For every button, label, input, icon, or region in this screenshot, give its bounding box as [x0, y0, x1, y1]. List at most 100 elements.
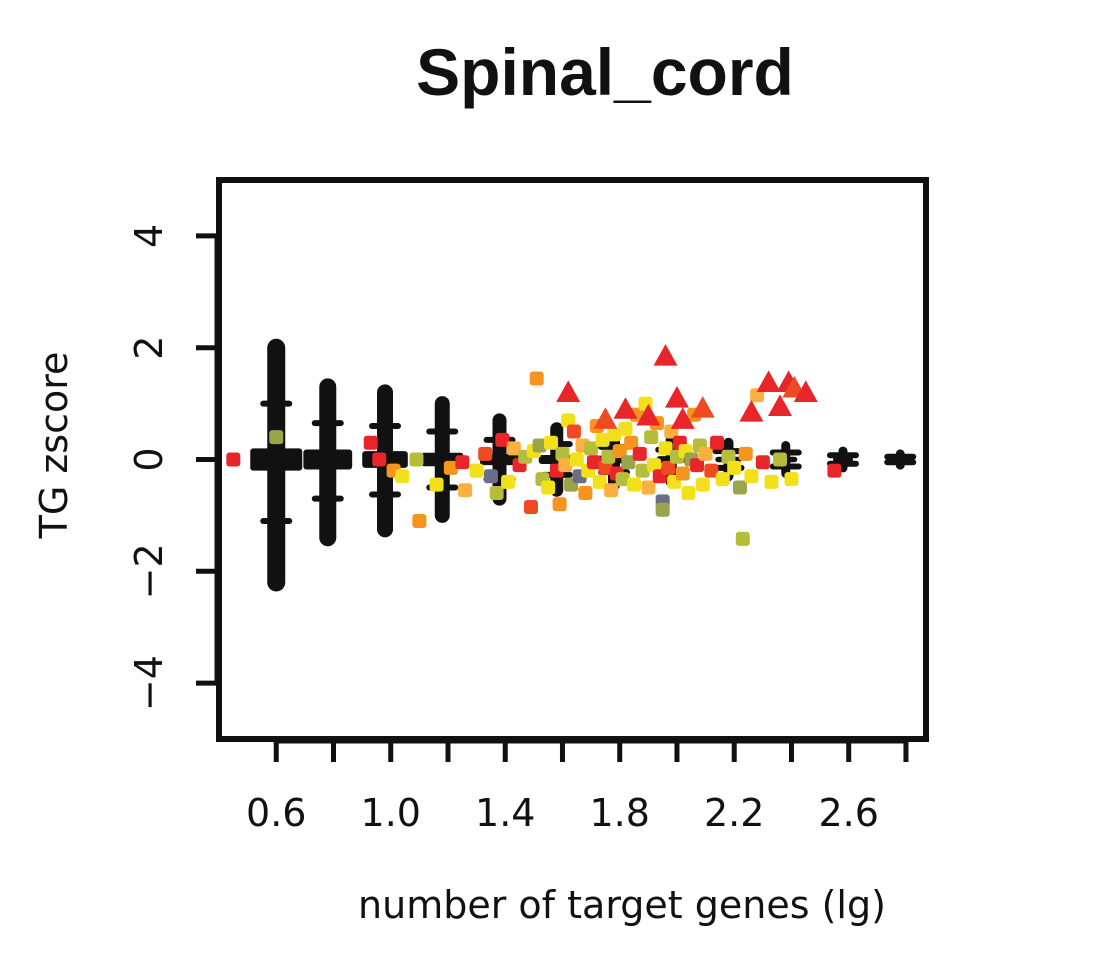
data-point-square	[658, 441, 673, 456]
data-point-square	[595, 432, 610, 447]
data-point-square	[269, 430, 284, 445]
data-point-square	[755, 455, 770, 470]
data-point-square	[681, 486, 696, 501]
data-point-square	[647, 458, 662, 473]
y-tick-label: 2	[127, 336, 171, 360]
data-point-square	[704, 463, 719, 478]
data-point-square	[601, 449, 616, 464]
data-point-square	[773, 452, 788, 467]
data-point-square	[738, 446, 753, 461]
data-point-square	[710, 435, 725, 450]
data-point-square	[506, 441, 521, 456]
data-point-square	[827, 463, 842, 478]
data-point-square	[578, 486, 593, 501]
data-point-square	[443, 460, 458, 475]
data-point-triangle	[768, 394, 793, 416]
data-point-square	[541, 480, 556, 495]
data-point-square	[592, 474, 607, 489]
data-point-square	[612, 444, 627, 459]
data-point-square	[675, 466, 690, 481]
null-column	[303, 378, 353, 547]
data-point-square	[469, 463, 484, 478]
data-point-square	[363, 435, 378, 450]
data-point-square	[598, 460, 613, 475]
x-tick-label: 0.6	[246, 791, 306, 835]
data-point-square	[544, 435, 559, 450]
data-point-square	[529, 371, 544, 386]
data-point-triangle	[653, 344, 678, 366]
x-axis-label: number of target genes (lg)	[358, 883, 886, 927]
data-point-square	[621, 455, 636, 470]
data-point-square	[523, 500, 538, 515]
null-column	[884, 449, 917, 470]
x-tick-label: 1.8	[590, 791, 650, 835]
data-point-square	[558, 458, 573, 473]
data-point-square	[495, 432, 510, 447]
data-point-square	[532, 438, 547, 453]
data-point-square	[784, 472, 799, 487]
data-point-square	[690, 458, 705, 473]
data-point-square	[586, 455, 601, 470]
data-point-square	[395, 469, 410, 484]
data-point-triangle	[670, 407, 695, 429]
data-point-triangle	[756, 370, 781, 392]
data-point-square	[552, 497, 567, 512]
data-point-square	[615, 472, 630, 487]
data-point-square	[632, 446, 647, 461]
chart-title: Spinal_cord	[416, 35, 794, 109]
null-column	[250, 338, 303, 592]
data-point-square	[727, 460, 742, 475]
data-point-square	[561, 413, 576, 428]
data-point-square	[372, 452, 387, 467]
data-point-square	[607, 427, 622, 442]
x-tick-label: 1.0	[361, 791, 421, 835]
data-point-square	[764, 474, 779, 489]
data-point-square	[483, 469, 498, 484]
x-tick-label: 2.6	[818, 791, 878, 835]
null-central-box	[303, 449, 353, 470]
data-point-square	[644, 430, 659, 445]
data-point-square	[721, 449, 736, 464]
null-central-box	[250, 448, 303, 471]
y-tick-label: −4	[127, 655, 171, 711]
data-point-square	[489, 486, 504, 501]
data-point-triangle	[690, 396, 715, 418]
data-point-square	[732, 480, 747, 495]
data-points-layer	[226, 344, 842, 546]
x-tick-label: 2.2	[704, 791, 764, 835]
data-point-square	[618, 421, 633, 436]
data-point-square	[226, 452, 241, 467]
data-point-triangle	[793, 380, 818, 403]
data-point-triangle	[636, 403, 661, 426]
data-point-square	[458, 483, 473, 498]
data-point-square	[695, 477, 710, 492]
data-point-square	[661, 460, 676, 475]
data-point-triangle	[613, 397, 638, 419]
data-point-square	[604, 483, 619, 498]
data-point-square	[412, 513, 427, 528]
data-point-triangle	[556, 380, 581, 403]
data-point-square	[566, 424, 581, 439]
y-tick-label: 0	[127, 447, 171, 471]
data-point-square	[478, 446, 493, 461]
data-point-square	[455, 455, 470, 470]
data-point-triangle	[593, 407, 618, 429]
data-point-square	[698, 446, 713, 461]
data-point-square	[501, 474, 516, 489]
data-point-square	[584, 441, 599, 456]
data-point-square	[409, 452, 424, 467]
data-point-triangle	[739, 399, 764, 422]
data-point-square	[624, 435, 639, 450]
data-point-square	[735, 531, 750, 546]
data-point-square	[627, 477, 642, 492]
data-point-square	[655, 502, 670, 517]
x-axis: 0.6 1.0 1.4 1.8 2.2 2.6	[246, 738, 909, 835]
data-point-square	[429, 477, 444, 492]
data-point-square	[635, 463, 650, 478]
data-point-square	[744, 469, 759, 484]
data-point-square	[715, 472, 730, 487]
data-point-triangle	[664, 386, 689, 408]
data-point-square	[641, 480, 656, 495]
